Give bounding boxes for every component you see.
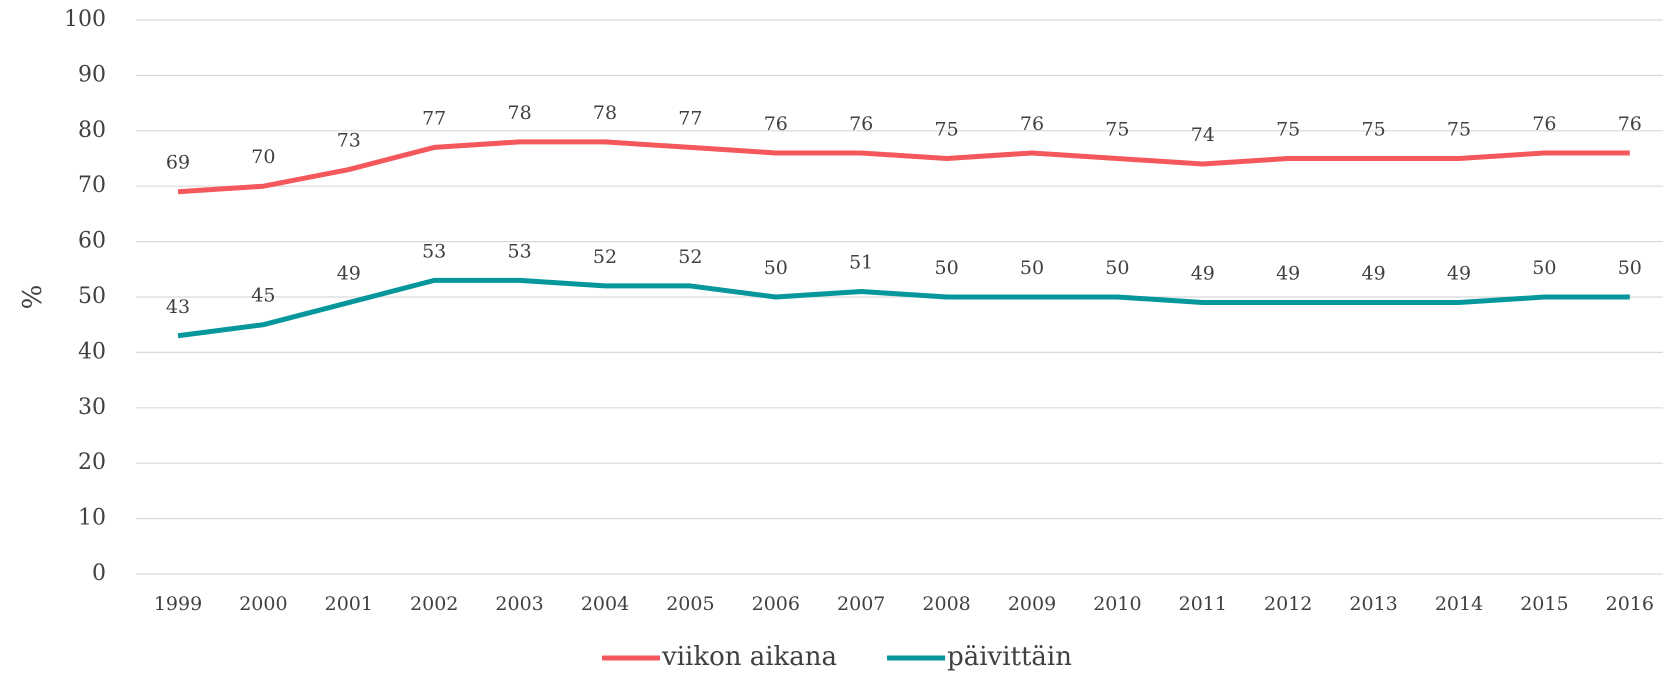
- data-label: 69: [166, 152, 190, 174]
- data-label: 75: [1362, 119, 1386, 141]
- data-label: 50: [1020, 257, 1044, 279]
- y-tick-label: 0: [92, 561, 106, 586]
- data-label: 76: [1532, 113, 1556, 135]
- data-label: 50: [1618, 257, 1642, 279]
- x-tick-label: 2003: [495, 593, 543, 615]
- data-label: 45: [251, 285, 275, 307]
- y-tick-label: 60: [78, 229, 106, 254]
- x-tick-label: 2012: [1264, 593, 1312, 615]
- data-label: 50: [1105, 257, 1129, 279]
- data-label: 75: [1276, 119, 1300, 141]
- x-tick-label: 2005: [666, 593, 714, 615]
- x-tick-label: 2007: [837, 593, 885, 615]
- x-tick-label: 2011: [1179, 593, 1227, 615]
- data-label: 70: [251, 146, 275, 168]
- data-label: 75: [1447, 119, 1471, 141]
- x-tick-label: 2009: [1008, 593, 1056, 615]
- data-label: 76: [1618, 113, 1642, 135]
- x-tick-label: 1999: [154, 593, 202, 615]
- y-axis-label: %: [18, 285, 48, 310]
- data-label: 73: [337, 130, 361, 152]
- legend-label: päivittäin: [947, 642, 1072, 672]
- data-label: 49: [1191, 263, 1215, 285]
- y-tick-label: 90: [78, 62, 106, 87]
- data-label: 50: [764, 257, 788, 279]
- y-tick-label: 80: [78, 118, 106, 143]
- series-line: [177, 139, 1630, 195]
- data-label: 43: [166, 296, 190, 318]
- y-tick-label: 30: [78, 395, 106, 420]
- y-tick-label: 10: [78, 506, 106, 531]
- x-tick-label: 2008: [922, 593, 970, 615]
- y-tick-label: 70: [78, 173, 106, 198]
- y-tick-label: 50: [78, 284, 106, 309]
- data-label: 53: [508, 240, 532, 262]
- x-tick-label: 2013: [1349, 593, 1397, 615]
- data-label: 78: [593, 102, 617, 124]
- data-label: 76: [849, 113, 873, 135]
- data-label: 74: [1191, 124, 1215, 146]
- data-label: 78: [508, 102, 532, 124]
- y-tick-label: 40: [78, 339, 106, 364]
- data-label: 49: [1447, 263, 1471, 285]
- data-label: 49: [1276, 263, 1300, 285]
- y-tick-label: 100: [64, 7, 106, 32]
- x-tick-label: 2015: [1520, 593, 1568, 615]
- data-label: 51: [849, 251, 873, 273]
- x-tick-label: 2004: [581, 593, 629, 615]
- data-label: 76: [1020, 113, 1044, 135]
- x-tick-label: 2014: [1435, 593, 1483, 615]
- data-label: 49: [1362, 263, 1386, 285]
- series-line: [177, 277, 1630, 339]
- data-label: 77: [422, 107, 446, 129]
- data-label: 77: [678, 107, 702, 129]
- data-label: 49: [337, 263, 361, 285]
- x-tick-label: 2006: [752, 593, 800, 615]
- x-tick-label: 2010: [1093, 593, 1141, 615]
- x-tick-label: 2001: [325, 593, 373, 615]
- legend-label: viikon aikana: [661, 642, 837, 672]
- data-label: 52: [678, 246, 702, 268]
- data-label: 50: [1532, 257, 1556, 279]
- data-label: 53: [422, 240, 446, 262]
- data-label: 50: [935, 257, 959, 279]
- data-label: 75: [935, 119, 959, 141]
- data-label: 75: [1105, 119, 1129, 141]
- data-label: 52: [593, 246, 617, 268]
- y-tick-label: 20: [78, 450, 106, 475]
- data-label: 76: [764, 113, 788, 135]
- x-tick-label: 2002: [410, 593, 458, 615]
- x-tick-label: 2016: [1606, 593, 1654, 615]
- x-tick-label: 2000: [239, 593, 287, 615]
